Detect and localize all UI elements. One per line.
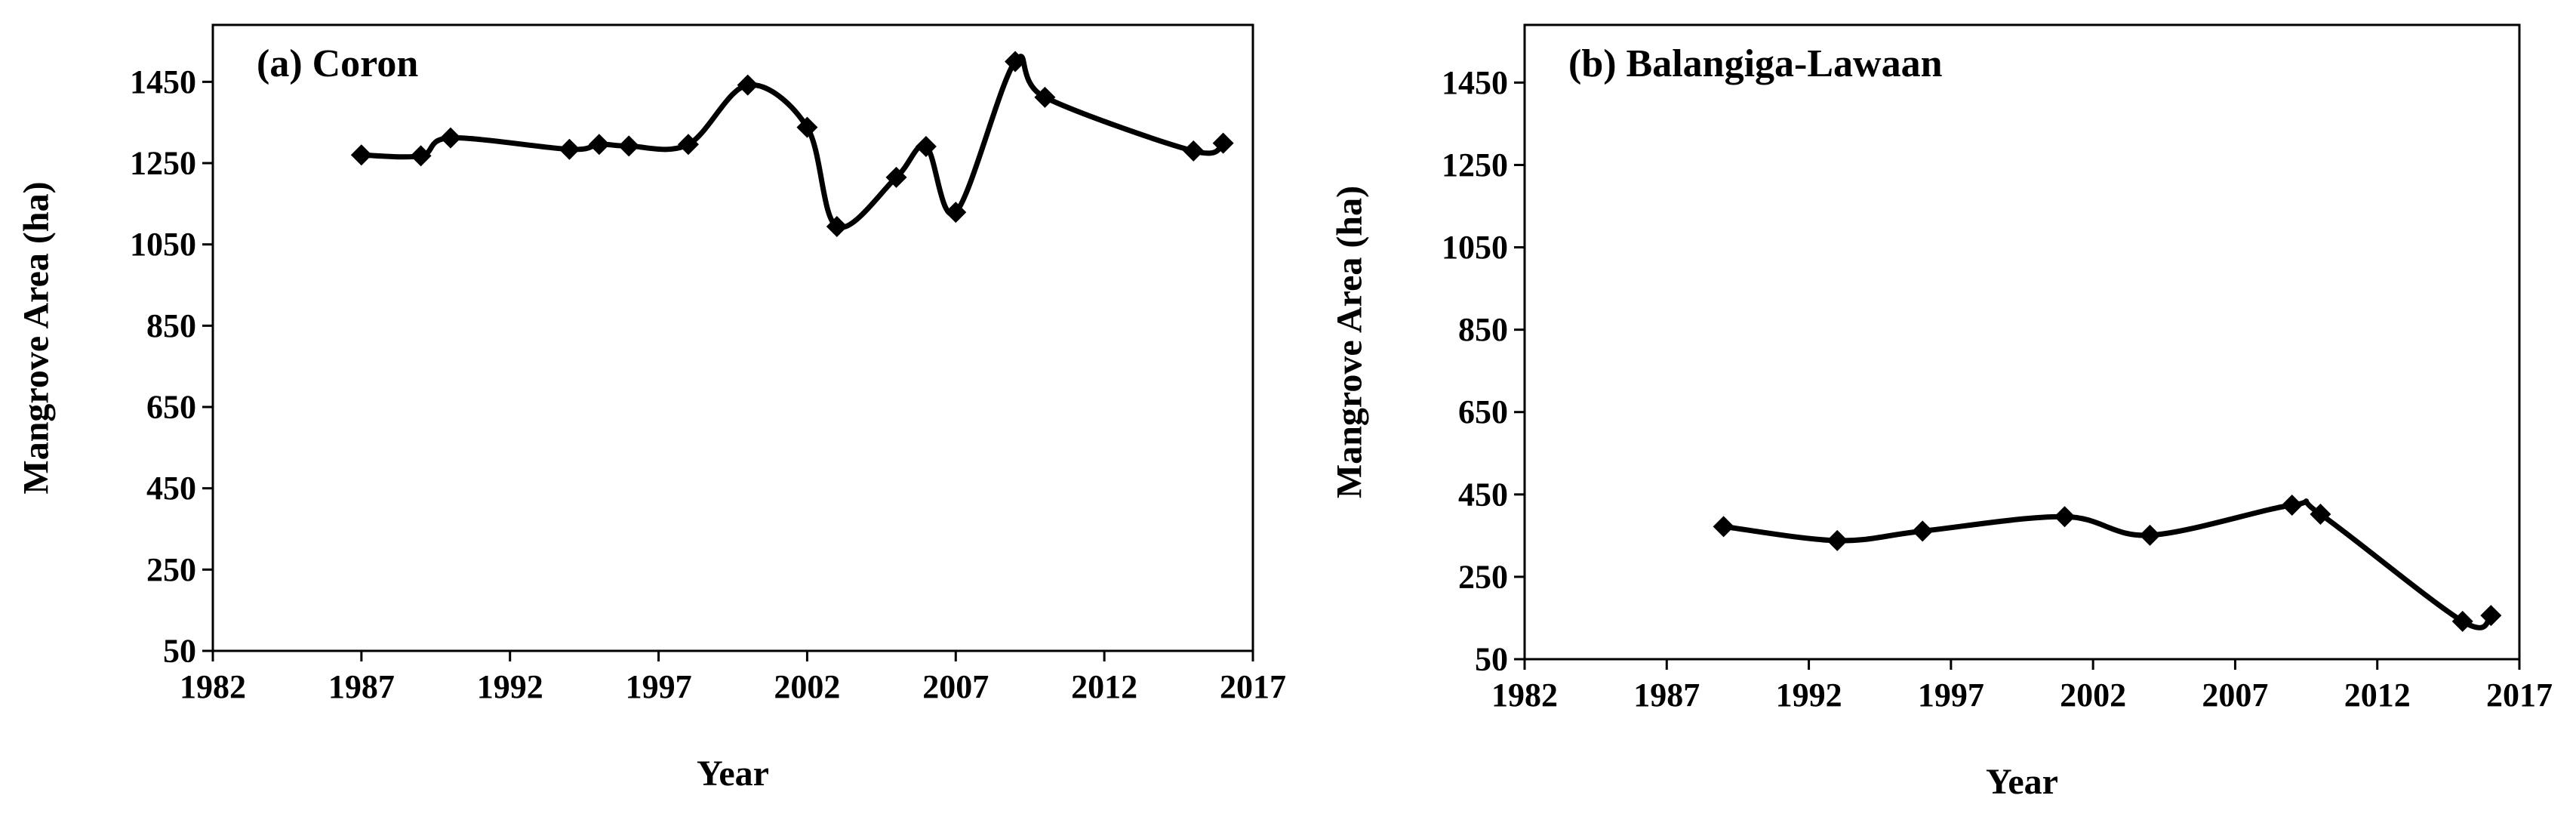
y-tick-label: 250 — [1458, 558, 1508, 595]
data-point-marker — [945, 202, 967, 224]
x-tick-label: 2002 — [2060, 677, 2126, 714]
data-point-marker — [2281, 495, 2303, 516]
y-tick-label: 250 — [146, 551, 196, 588]
data-point-marker — [1183, 140, 1205, 162]
series-line — [1721, 498, 2494, 630]
data-point-marker — [677, 134, 699, 156]
data-point-marker — [439, 127, 461, 149]
data-point-marker — [1034, 86, 1056, 108]
x-tick-label: 1992 — [1776, 677, 1842, 714]
y-tick-label: 1450 — [1442, 64, 1508, 101]
data-point-marker — [2139, 524, 2161, 546]
x-tick-label: 2017 — [2486, 677, 2553, 714]
x-tick-label: 2017 — [1220, 668, 1286, 705]
panel-title: (b) Balangiga-Lawaan — [1568, 42, 1943, 85]
y-tick-label: 1050 — [130, 226, 196, 263]
data-point-marker — [2480, 605, 2502, 627]
y-tick-label: 650 — [146, 389, 196, 426]
data-point-marker — [1212, 132, 1234, 154]
data-point-marker — [915, 135, 937, 157]
data-point-marker — [588, 134, 610, 156]
x-tick-label: 2012 — [1071, 668, 1137, 705]
y-tick-label: 850 — [146, 307, 196, 344]
x-tick-label: 2002 — [774, 668, 840, 705]
x-tick-label: 1997 — [1918, 677, 1984, 714]
data-point-marker — [826, 216, 848, 238]
y-axis-title: Mangrove Area (ha) — [17, 181, 57, 494]
data-point-marker — [885, 166, 907, 188]
y-tick-label: 50 — [163, 633, 196, 670]
y-tick-label: 50 — [1475, 641, 1508, 678]
data-point-marker — [1713, 516, 1734, 538]
y-tick-label: 650 — [1458, 393, 1508, 430]
x-tick-label: 1987 — [328, 668, 395, 705]
panel-a: 50 250 450 650 850 1050 1250 1450 1982 1987 1992 19… — [17, 23, 1286, 794]
data-point-marker — [2054, 506, 2076, 528]
panel-title: (a) Coron — [257, 42, 418, 85]
data-point-marker — [737, 74, 759, 96]
x-tick-label: 1992 — [477, 668, 543, 705]
y-tick-label: 1250 — [1442, 146, 1508, 183]
plot-frame — [211, 23, 1254, 652]
x-tick-label: 1982 — [180, 668, 246, 705]
data-point-marker — [796, 116, 818, 138]
y-tick-label: 450 — [146, 470, 196, 507]
x-tick-label: 1987 — [1633, 677, 1700, 714]
x-axis-title: Year — [697, 754, 769, 794]
data-point-marker — [1005, 51, 1026, 72]
x-axis-title: Year — [1986, 762, 2058, 802]
data-point-marker — [1912, 520, 1934, 542]
x-tick-label: 2007 — [2202, 677, 2268, 714]
panel-b: 50 250 450 650 850 1050 1250 1450 1982 1987 1992 19… — [1330, 23, 2553, 802]
data-point-marker — [1827, 529, 1848, 551]
data-point-marker — [618, 135, 640, 157]
data-point-marker — [2451, 610, 2473, 632]
y-tick-label: 1250 — [130, 145, 196, 182]
x-tick-label: 2012 — [2344, 677, 2411, 714]
plot-frame — [1523, 23, 2521, 661]
data-point-marker — [559, 138, 580, 160]
data-point-marker — [410, 145, 432, 167]
y-tick-label: 1050 — [1442, 229, 1508, 266]
x-tick-label: 1997 — [626, 668, 692, 705]
y-tick-label: 850 — [1458, 311, 1508, 348]
y-tick-label: 450 — [1458, 476, 1508, 513]
x-tick-label: 2007 — [922, 668, 989, 705]
y-tick-label: 1450 — [130, 63, 196, 100]
data-point-marker — [2310, 504, 2331, 525]
y-axis-title: Mangrove Area (ha) — [1330, 186, 1370, 498]
data-point-marker — [350, 144, 372, 166]
x-tick-label: 1982 — [1491, 677, 1558, 714]
series-line — [359, 54, 1226, 230]
